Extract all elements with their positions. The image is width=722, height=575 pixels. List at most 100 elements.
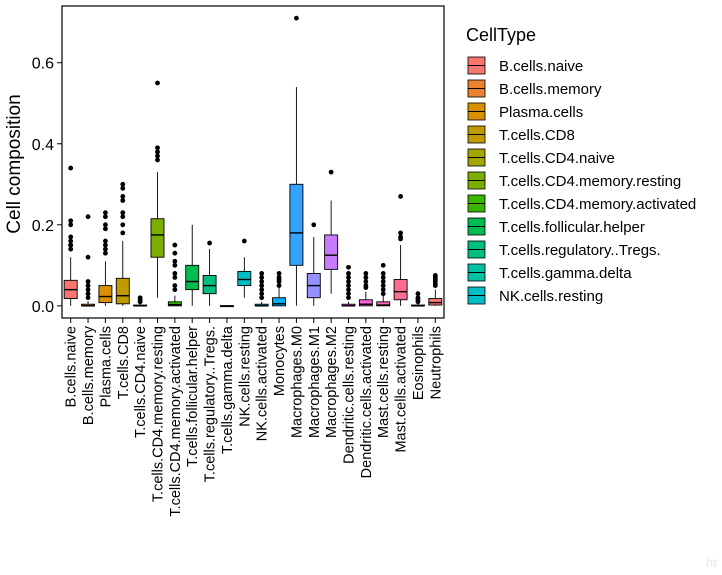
outlier-point bbox=[68, 165, 74, 171]
outlier-point bbox=[103, 246, 108, 252]
outlier-point bbox=[103, 222, 108, 228]
outlier-point bbox=[259, 283, 265, 288]
box-NK.cells.resting bbox=[237, 238, 252, 298]
legend-item-T.cells.follicular.helper: T.cells.follicular.helper bbox=[467, 217, 645, 236]
outlier-point bbox=[328, 169, 334, 175]
outlier-point bbox=[172, 275, 178, 280]
x-tick-label: T.cells.regulatory..Tregs. bbox=[203, 326, 219, 482]
outlier-point bbox=[120, 185, 126, 191]
outlier-point bbox=[68, 222, 74, 228]
outlier-point bbox=[398, 236, 403, 242]
box-iqr bbox=[98, 285, 113, 304]
outlier-point bbox=[346, 275, 351, 280]
box-NK.cells.activated bbox=[254, 271, 269, 307]
outlier-point bbox=[120, 181, 126, 187]
box-Eosinophils bbox=[410, 291, 425, 307]
x-tick-label: Neutrophils bbox=[428, 326, 444, 399]
outlier-point bbox=[85, 287, 91, 293]
outlier-point bbox=[415, 299, 421, 305]
box-T.cells.CD4.memory.resting bbox=[150, 80, 165, 298]
box-Macrophages.M2 bbox=[324, 169, 339, 294]
x-tick-label: Macrophages.M2 bbox=[324, 326, 340, 438]
outlier-point bbox=[259, 291, 265, 297]
outlier-point bbox=[380, 271, 386, 276]
outlier-point bbox=[103, 214, 108, 220]
legend-item-T.cells.CD4.memory.resting: T.cells.CD4.memory.resting bbox=[467, 171, 681, 190]
box-T.cells.CD4.naive bbox=[133, 295, 148, 307]
outlier-point bbox=[155, 149, 160, 155]
outlier-point bbox=[137, 299, 143, 305]
box-iqr bbox=[393, 279, 408, 301]
box-iqr bbox=[237, 270, 252, 287]
box-Macrophages.M1 bbox=[306, 222, 321, 306]
outlier-point bbox=[311, 222, 317, 228]
legend-item-Plasma.cells: Plasma.cells bbox=[467, 102, 583, 121]
x-tick-label: Mast.cells.activated bbox=[394, 326, 410, 453]
outlier-point bbox=[259, 279, 265, 284]
outlier-point bbox=[172, 242, 178, 248]
outlier-point bbox=[380, 275, 386, 280]
legend: CellType B.cells.naive B.cells.memory Plas… bbox=[466, 25, 696, 305]
legend-item-B.cells.naive: B.cells.naive bbox=[467, 56, 583, 75]
box-B.cells.naive bbox=[63, 165, 78, 306]
legend-label: T.cells.regulatory..Tregs. bbox=[499, 242, 661, 259]
outlier-point bbox=[363, 271, 369, 276]
box-iqr bbox=[376, 301, 391, 307]
outlier-point bbox=[85, 295, 91, 301]
legend-item-NK.cells.resting: NK.cells.resting bbox=[467, 286, 603, 305]
outlier-point bbox=[103, 242, 108, 248]
box-iqr bbox=[428, 298, 443, 306]
outlier-point bbox=[85, 214, 91, 220]
plot-area bbox=[63, 15, 443, 308]
outlier-point bbox=[346, 287, 351, 293]
x-tick-label: Macrophages.M1 bbox=[307, 326, 323, 438]
legend-item-T.cells.regulatory..Tregs.: T.cells.regulatory..Tregs. bbox=[467, 240, 661, 259]
box-iqr bbox=[150, 218, 165, 258]
box-Neutrophils bbox=[428, 273, 443, 306]
legend-label: T.cells.CD8 bbox=[499, 127, 575, 144]
outlier-point bbox=[120, 194, 126, 199]
corner-watermark: ht bbox=[706, 555, 717, 570]
outlier-point bbox=[103, 210, 108, 216]
y-tick-label: 0.4 bbox=[32, 137, 54, 154]
box-Plasma.cells bbox=[98, 210, 113, 306]
legend-label: T.cells.CD4.memory.resting bbox=[499, 173, 681, 190]
outlier-point bbox=[85, 279, 91, 284]
outlier-point bbox=[68, 246, 74, 252]
outlier-point bbox=[346, 271, 351, 276]
outlier-point bbox=[172, 287, 178, 293]
legend-label: T.cells.follicular.helper bbox=[499, 219, 645, 236]
x-tick-label: T.cells.CD8 bbox=[116, 326, 132, 399]
outlier-point bbox=[68, 242, 74, 248]
outlier-point bbox=[380, 283, 386, 288]
outlier-point bbox=[68, 218, 74, 224]
outlier-point bbox=[120, 230, 126, 236]
legend-label: B.cells.memory bbox=[499, 81, 602, 98]
x-tick-label: Dendritic.cells.resting bbox=[342, 326, 358, 464]
outlier-point bbox=[346, 291, 351, 297]
outlier-point bbox=[363, 275, 369, 280]
outlier-point bbox=[155, 157, 160, 163]
box-Mast.cells.activated bbox=[393, 194, 408, 306]
legend-label: Plasma.cells bbox=[499, 104, 583, 121]
outlier-point bbox=[172, 250, 178, 256]
box-Dendritic.cells.resting bbox=[341, 264, 356, 307]
box-iqr bbox=[272, 297, 287, 307]
outlier-point bbox=[172, 258, 178, 264]
x-tick-label: Eosinophils bbox=[411, 326, 427, 400]
outlier-point bbox=[346, 283, 351, 288]
x-tick-label: Monocytes bbox=[272, 326, 288, 396]
outlier-point bbox=[259, 287, 265, 293]
x-tick-label: T.cells.follicular.helper bbox=[185, 326, 201, 467]
outlier-point bbox=[155, 80, 160, 86]
legend-item-T.cells.gamma.delta: T.cells.gamma.delta bbox=[467, 263, 632, 282]
outlier-point bbox=[120, 214, 126, 220]
box-iqr bbox=[167, 301, 182, 307]
outlier-point bbox=[85, 283, 91, 288]
legend-title: CellType bbox=[466, 25, 536, 45]
legend-item-T.cells.CD4.naive: T.cells.CD4.naive bbox=[467, 148, 615, 167]
outlier-point bbox=[68, 234, 74, 240]
legend-label: T.cells.CD4.naive bbox=[499, 150, 615, 167]
outlier-point bbox=[103, 226, 108, 232]
